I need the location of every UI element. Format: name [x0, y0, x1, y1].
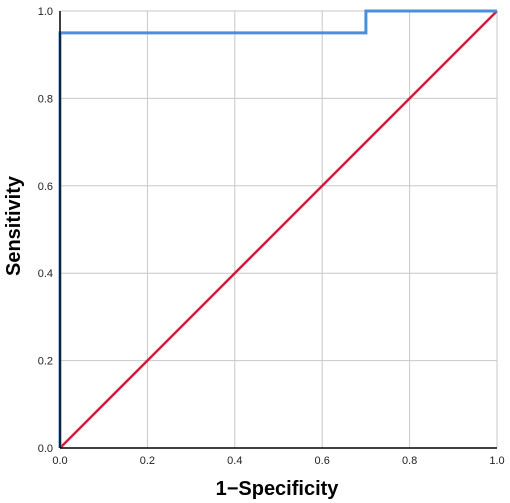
- x-tick-label: 0.4: [227, 455, 242, 467]
- grid-lines: [59, 10, 498, 449]
- x-tick-label: 0.6: [315, 455, 330, 467]
- y-tick-label: 0.4: [38, 268, 53, 280]
- reference-diagonal-line: [59, 10, 498, 449]
- y-tick-label: 1.0: [38, 6, 53, 18]
- y-axis-title: Sensitivity: [3, 175, 25, 276]
- y-tick-label: 0.8: [38, 93, 53, 105]
- y-tick-label: 0.2: [38, 356, 53, 368]
- tick-labels: 0.0 0.2 0.4 0.6 0.8 1.0 0.0 0.2 0.4 0.6 0.8 1.0: [38, 6, 505, 467]
- x-tick-label: 0.0: [52, 455, 67, 467]
- x-tick-label: 0.2: [140, 455, 155, 467]
- y-tick-label: 0.0: [38, 443, 53, 455]
- x-tick-label: 0.8: [402, 455, 417, 467]
- y-tick-label: 0.6: [38, 181, 53, 193]
- axes-group: [59, 11, 497, 449]
- series-group: [58, 9, 498, 449]
- x-tick-label: 1.0: [489, 455, 504, 467]
- x-axis-title: 1−Specificity: [216, 478, 340, 500]
